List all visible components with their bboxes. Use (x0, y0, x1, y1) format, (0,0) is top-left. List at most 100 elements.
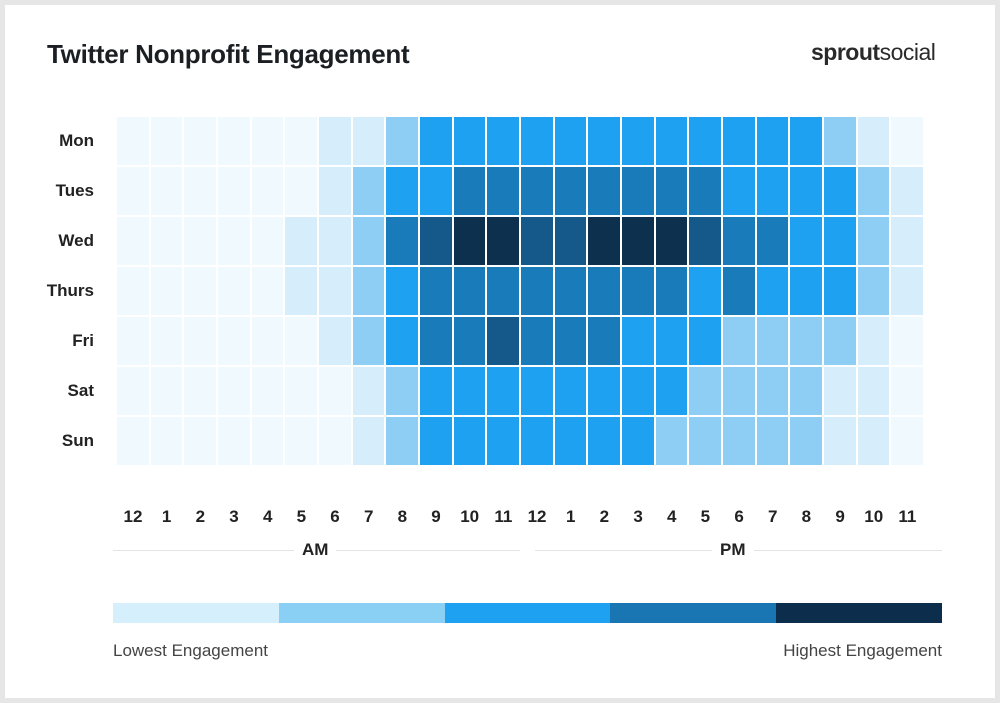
heatmap-cell (857, 317, 890, 365)
heatmap-cell (251, 317, 284, 365)
legend-low-label: Lowest Engagement (113, 641, 268, 660)
heatmap-cell (117, 267, 149, 315)
heatmap-cell (756, 317, 789, 365)
heatmap-cell (554, 417, 587, 465)
column-label: 6 (734, 507, 744, 526)
legend-swatch (444, 603, 611, 623)
heatmap-cell (150, 267, 183, 315)
heatmap-cell (487, 217, 520, 265)
heatmap-cell (386, 317, 419, 365)
heatmap-cell (251, 167, 284, 215)
chart-title: Twitter Nonprofit Engagement (47, 39, 410, 69)
column-label: 12 (527, 507, 547, 526)
column-label: 8 (397, 507, 408, 526)
heatmap-cell (184, 367, 216, 415)
heatmap-cell (487, 417, 520, 465)
column-label: 9 (835, 507, 845, 526)
heatmap-cell (386, 417, 419, 465)
column-label: 7 (767, 507, 778, 526)
heatmap-cell (824, 417, 856, 465)
heatmap-cell (251, 417, 284, 465)
column-label: 3 (633, 507, 643, 526)
heatmap-cell (857, 117, 890, 165)
heatmap-cell (453, 167, 486, 215)
heatmap-cell (251, 117, 284, 165)
heatmap-cell (655, 117, 688, 165)
heatmap-cell (655, 267, 688, 315)
column-label: 4 (666, 507, 677, 526)
heatmap-cell (857, 417, 890, 465)
heatmap-cell (319, 367, 351, 415)
heatmap-cell (622, 417, 654, 465)
heatmap-cell (790, 217, 823, 265)
heatmap-cell (622, 317, 654, 365)
heatmap-cell (554, 117, 587, 165)
heatmap-cell (453, 417, 486, 465)
column-label: 4 (262, 507, 273, 526)
heatmap-cell (723, 317, 755, 365)
row-label-tues: Tues (55, 181, 94, 200)
heatmap-cell (319, 417, 351, 465)
column-label: 2 (599, 507, 610, 526)
heatmap-cell (891, 117, 924, 165)
legend-swatch (113, 603, 280, 623)
heatmap-cell (554, 167, 587, 215)
heatmap-cell (655, 317, 688, 365)
heatmap-cell (723, 167, 755, 215)
heatmap-cell (689, 217, 722, 265)
heatmap-cell (824, 317, 856, 365)
heatmap-cell (420, 217, 452, 265)
column-label: 1 (161, 507, 172, 526)
heatmap-cell (689, 417, 722, 465)
heatmap-cell (891, 267, 924, 315)
heatmap-cell (689, 167, 722, 215)
column-label: 9 (431, 507, 441, 526)
column-label: 10 (460, 507, 480, 526)
heatmap-cell (487, 267, 520, 315)
heatmap-cell (588, 267, 621, 315)
heatmap-cell (756, 117, 789, 165)
heatmap-cell (352, 317, 385, 365)
heatmap-cell (150, 217, 183, 265)
heatmap-cell (857, 217, 890, 265)
heatmap-cell (150, 367, 183, 415)
heatmap-cell (891, 417, 924, 465)
heatmap-cell (218, 367, 250, 415)
heatmap-cell (386, 267, 419, 315)
heatmap-cell (824, 267, 856, 315)
heatmap-cell (453, 217, 486, 265)
heatmap-cell (352, 267, 385, 315)
heatmap-cell (117, 367, 149, 415)
legend-swatch (610, 603, 777, 623)
heatmap-cell (655, 167, 688, 215)
heatmap-cell (117, 417, 149, 465)
heatmap-cell (420, 267, 452, 315)
column-label: 5 (700, 507, 711, 526)
heatmap-cell (420, 167, 452, 215)
heatmap-cell (790, 367, 823, 415)
heatmap-cell (420, 317, 452, 365)
heatmap-cell (588, 317, 621, 365)
heatmap-cell (857, 367, 890, 415)
heatmap-cell (420, 367, 452, 415)
heatmap-cell (723, 217, 755, 265)
heatmap-cell (386, 217, 419, 265)
heatmap-cell (891, 217, 924, 265)
pm-label: PM (712, 540, 754, 560)
heatmap-cell (521, 317, 553, 365)
heatmap-cell (487, 117, 520, 165)
column-label: 8 (801, 507, 812, 526)
heatmap-cell (218, 317, 250, 365)
heatmap-cell (218, 217, 250, 265)
heatmap-cell (352, 367, 385, 415)
heatmap-cell (655, 217, 688, 265)
row-label-wed: Wed (58, 231, 94, 250)
heatmap-cell (251, 367, 284, 415)
heatmap-cell (521, 367, 553, 415)
heatmap-cell (891, 167, 924, 215)
heatmap-cell (184, 267, 216, 315)
heatmap-cell (352, 217, 385, 265)
legend-swatch (278, 603, 446, 623)
heatmap-cell (756, 367, 789, 415)
heatmap-cell (453, 317, 486, 365)
